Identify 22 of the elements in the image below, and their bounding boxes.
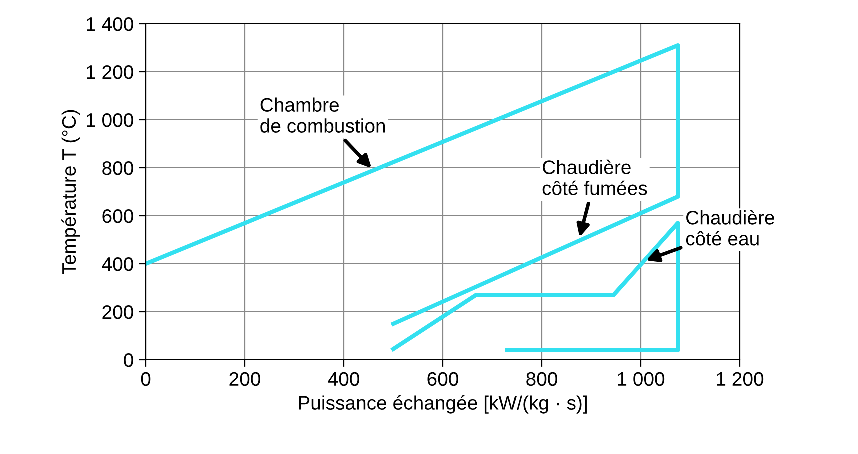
x-tick-label: 800 [526,372,558,386]
line-series [391,221,680,352]
annotation: Chaudière côté eau [686,210,774,246]
x-tick-label: 0 [141,372,151,386]
annotation: Chambre de combustion [260,98,386,133]
line-series [146,44,680,326]
y-tick-label: 800 [102,161,134,176]
y-tick-label: 1 000 [87,113,134,128]
y-tick-label: 600 [102,209,134,224]
y-tick-label: 1 400 [87,17,134,32]
y-tick-label: 0 [124,353,134,368]
x-axis-title: Puissance échangée [kW/(kg · s)] [299,395,587,414]
y-axis-title: Température T (°C) [62,110,80,275]
annotation: Chaudière côté fumées [542,160,648,196]
x-tick-label: 200 [230,372,260,386]
y-tick-label: 200 [102,305,134,320]
x-tick-label: 1 000 [618,372,665,386]
x-tick-label: 600 [428,372,458,386]
x-tick-label: 1 200 [717,372,764,386]
y-tick-label: 400 [102,257,134,272]
x-tick-label: 400 [328,372,360,386]
y-tick-label: 1 200 [87,65,134,80]
